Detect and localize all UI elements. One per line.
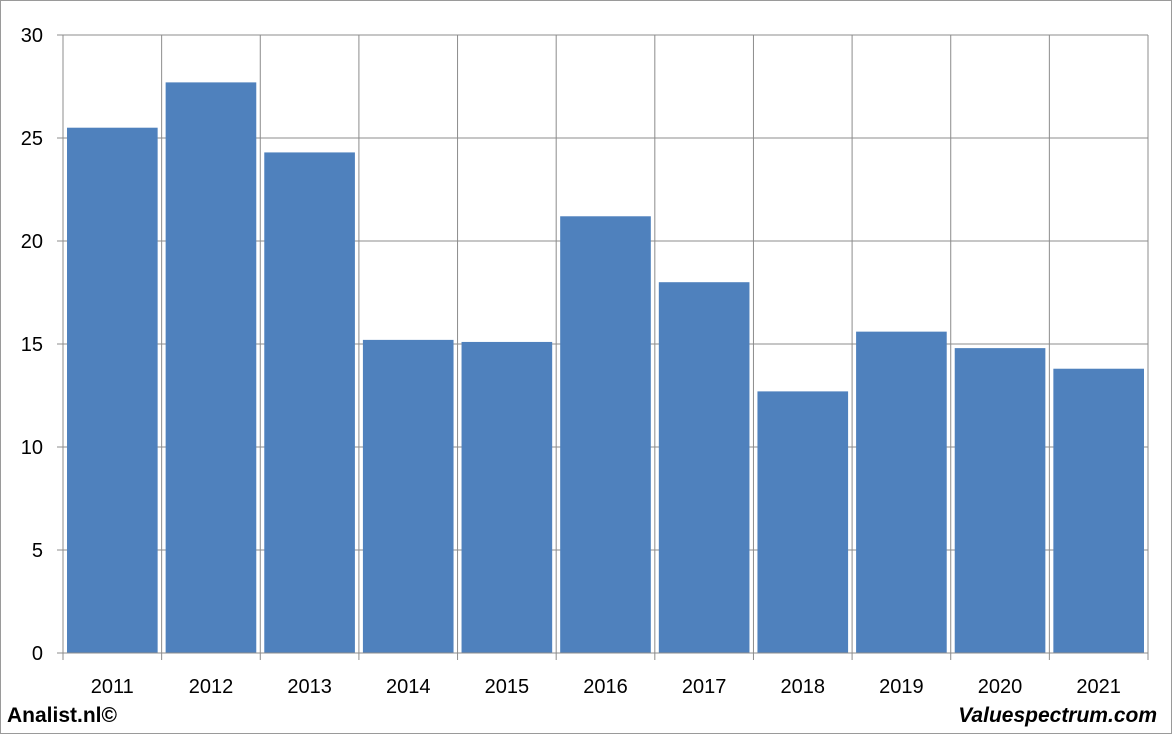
x-tick-label: 2021 <box>1076 676 1121 698</box>
tick-labels: 0 5 10 15 20 25 30 2011 2012 2013 2014 2015 2016 2017… <box>21 25 1121 698</box>
x-tick-label: 2019 <box>879 676 924 698</box>
x-tick-label: 2013 <box>287 676 332 698</box>
bar-2020 <box>954 348 1046 653</box>
y-tick-label: 30 <box>21 25 43 47</box>
bar-2013 <box>264 152 355 654</box>
x-tick-label: 2016 <box>583 676 628 698</box>
bar-2018 <box>757 391 849 653</box>
x-tick-label: 2020 <box>978 676 1023 698</box>
x-tick-label: 2018 <box>781 676 826 698</box>
y-tick-label: 0 <box>32 643 43 665</box>
bar-2014 <box>362 339 454 653</box>
bar-chart: 0 5 10 15 20 25 30 2011 2012 2013 2014 2015 2016 2017… <box>21 25 1149 698</box>
x-tick-label: 2015 <box>485 676 530 698</box>
bar-2012 <box>165 82 257 653</box>
gridlines <box>63 34 1149 653</box>
bar-2015 <box>461 341 553 653</box>
bar-2011 <box>67 127 158 653</box>
bars <box>67 82 1144 654</box>
bar-2017 <box>658 282 750 653</box>
bar-2016 <box>560 216 651 653</box>
x-tick-label: 2012 <box>189 676 234 698</box>
bar-2021 <box>1053 368 1144 653</box>
y-tick-label: 15 <box>21 334 43 356</box>
x-tick-label: 2011 <box>91 676 134 698</box>
y-tick-label: 20 <box>21 231 43 253</box>
y-tick-label: 5 <box>32 540 43 562</box>
x-tick-label: 2017 <box>682 676 727 698</box>
bar-2019 <box>856 331 947 653</box>
x-tick-label: 2014 <box>386 676 431 698</box>
axes <box>57 34 1149 660</box>
footer-right-brand: Valuespectrum.com <box>958 704 1157 727</box>
y-tick-label: 10 <box>21 437 43 459</box>
footer-left-brand: Analist.nl© <box>7 704 117 727</box>
y-tick-label: 25 <box>21 128 43 150</box>
